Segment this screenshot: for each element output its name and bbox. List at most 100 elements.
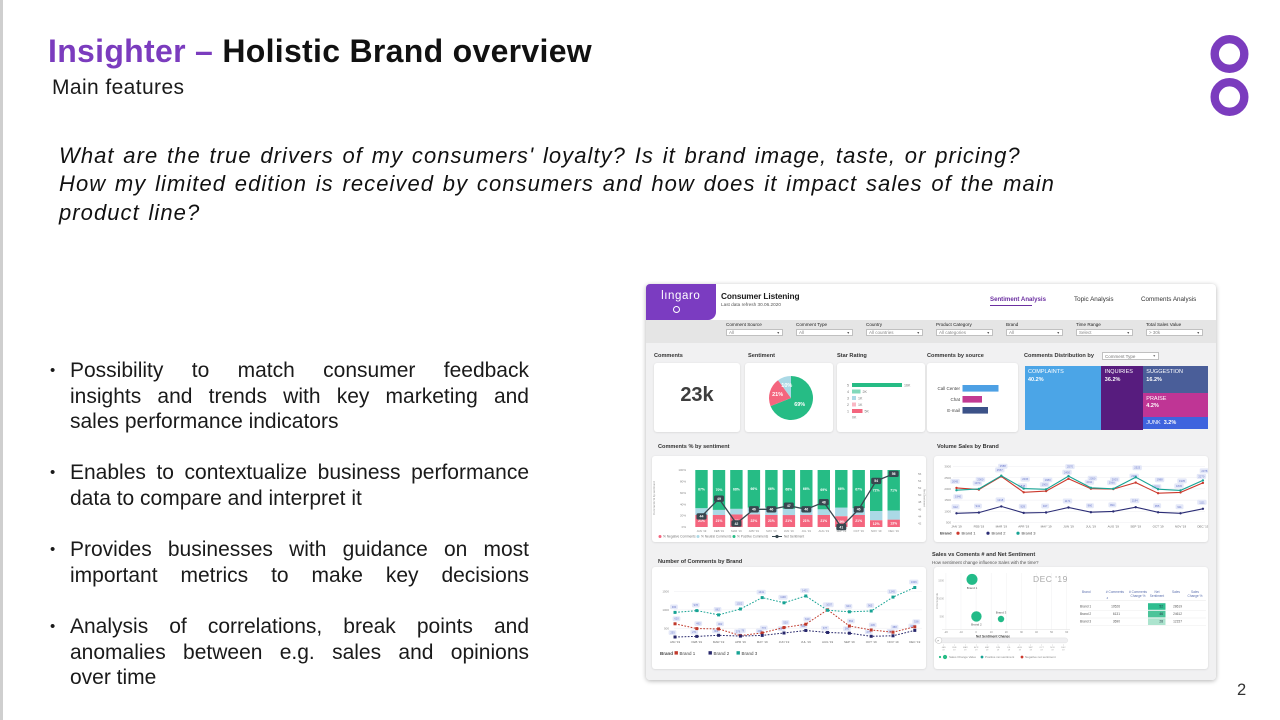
svg-text:44: 44 [700,514,704,518]
svg-text:44: 44 [918,514,922,518]
svg-text:JAN '19: JAN '19 [951,524,962,528]
svg-text:19: 19 [1030,649,1033,651]
svg-text:30: 30 [1020,630,1023,634]
svg-text:1606: 1606 [911,580,917,584]
svg-text:APR '19: APR '19 [735,640,746,644]
svg-text:Brand 2: Brand 2 [714,651,730,656]
svg-text:4: 4 [847,390,849,394]
svg-text:Change %: Change % [1131,594,1146,598]
svg-text:911: 911 [1177,504,1182,508]
svg-text:MAR '19: MAR '19 [713,640,725,644]
svg-text:SEP: SEP [1029,647,1034,649]
svg-text:1970: 1970 [974,481,980,485]
svg-text:72%: 72% [873,488,880,492]
svg-text:2588: 2588 [1000,464,1006,468]
svg-text:JUL '19: JUL '19 [1086,524,1096,528]
svg-text:47: 47 [787,504,791,508]
svg-text:978: 978 [694,603,699,607]
svg-text:50: 50 [918,493,922,497]
svg-text:1935: 1935 [1179,478,1185,482]
svg-text:912: 912 [953,504,958,508]
svg-text:67%: 67% [855,487,862,491]
svg-text:Brand 2: Brand 2 [1080,612,1091,616]
svg-text:2000: 2000 [944,487,951,491]
svg-text:Brand 3: Brand 3 [1080,620,1091,624]
svg-text:10: 10 [990,630,993,634]
svg-text:16K: 16K [904,384,911,388]
svg-text:50: 50 [1050,630,1053,634]
svg-text:610: 610 [805,617,810,621]
svg-text:66%: 66% [838,487,845,491]
svg-text:Brand 1: Brand 1 [967,586,978,590]
svg-text:APR: APR [974,646,979,649]
svg-text:1000: 1000 [938,596,944,600]
svg-text:302: 302 [714,629,719,633]
svg-text:# Comments: # Comments [1129,590,1147,594]
svg-text:278: 278 [740,628,745,632]
svg-text:19: 19 [953,649,956,651]
svg-text:41: 41 [839,525,843,529]
svg-text:21%: 21% [716,519,723,523]
svg-text:40%: 40% [680,502,686,506]
svg-text:1331: 1331 [758,590,764,594]
svg-text:JAN '19: JAN '19 [697,528,707,532]
svg-text:1848: 1848 [1019,483,1025,487]
svg-text:OCT: OCT [1039,647,1044,649]
svg-text:68%: 68% [733,487,740,491]
svg-text:46: 46 [769,507,773,511]
svg-text:MAY: MAY [985,646,990,649]
svg-text:Change %: Change % [1188,594,1203,598]
svg-text:56: 56 [892,472,896,476]
svg-text:66%: 66% [803,487,810,491]
svg-text:JUL '19: JUL '19 [801,640,811,644]
svg-text:66%: 66% [751,487,758,491]
svg-text:Brand 1: Brand 1 [962,530,977,535]
svg-text:46: 46 [752,507,756,511]
svg-text:OCT '19: OCT '19 [866,640,877,644]
svg-text:42: 42 [734,521,738,525]
svg-text:1K: 1K [858,397,863,401]
svg-text:388: 388 [892,625,897,629]
svg-text:46: 46 [918,507,922,511]
svg-text:Net Sentiment: Net Sentiment [923,489,927,507]
svg-text:APR '19: APR '19 [1018,524,1029,528]
svg-text:NOV '19: NOV '19 [887,640,899,644]
svg-text:2015: 2015 [1022,477,1028,481]
svg-text:3000: 3000 [944,464,951,468]
svg-text:56: 56 [918,471,922,475]
svg-text:562: 562 [849,619,854,623]
svg-text:941: 941 [976,504,981,508]
svg-text:21%: 21% [698,519,705,523]
svg-text:100%: 100% [678,468,686,472]
svg-text:21%: 21% [855,519,862,523]
svg-text:42: 42 [918,521,922,525]
svg-text:OCT '19: OCT '19 [854,528,865,532]
svg-text:994: 994 [1110,502,1115,506]
svg-text:66%: 66% [768,487,775,491]
svg-text:MAY '19: MAY '19 [766,528,777,532]
svg-text:0K: 0K [852,416,857,420]
svg-text:1007: 1007 [826,603,832,607]
svg-text:19: 19 [942,649,945,651]
svg-text:MAY '19: MAY '19 [757,640,768,644]
svg-text:1940: 1940 [955,494,961,498]
svg-text:▲: ▲ [1106,596,1109,599]
svg-text:Chat: Chat [950,397,960,402]
svg-text:JUN '19: JUN '19 [1063,524,1074,528]
svg-text:46: 46 [857,507,861,511]
svg-text:275: 275 [867,630,872,634]
svg-text:JUL '19: JUL '19 [802,528,812,532]
svg-text:462: 462 [718,622,723,626]
svg-text:DEC: DEC [1061,647,1066,649]
svg-text:3: 3 [847,397,849,401]
svg-text:862: 862 [715,607,720,611]
svg-text:APR '19: APR '19 [749,528,760,532]
svg-text:AUG '19: AUG '19 [1108,524,1120,528]
svg-text:NOV '19: NOV '19 [871,528,882,532]
svg-text:SEP '19: SEP '19 [1130,524,1141,528]
svg-text:28619: 28619 [1173,604,1182,608]
svg-text:FEB '19: FEB '19 [974,524,985,528]
svg-text:52: 52 [918,486,922,490]
svg-text:49: 49 [717,497,721,501]
svg-text:377: 377 [823,626,828,630]
